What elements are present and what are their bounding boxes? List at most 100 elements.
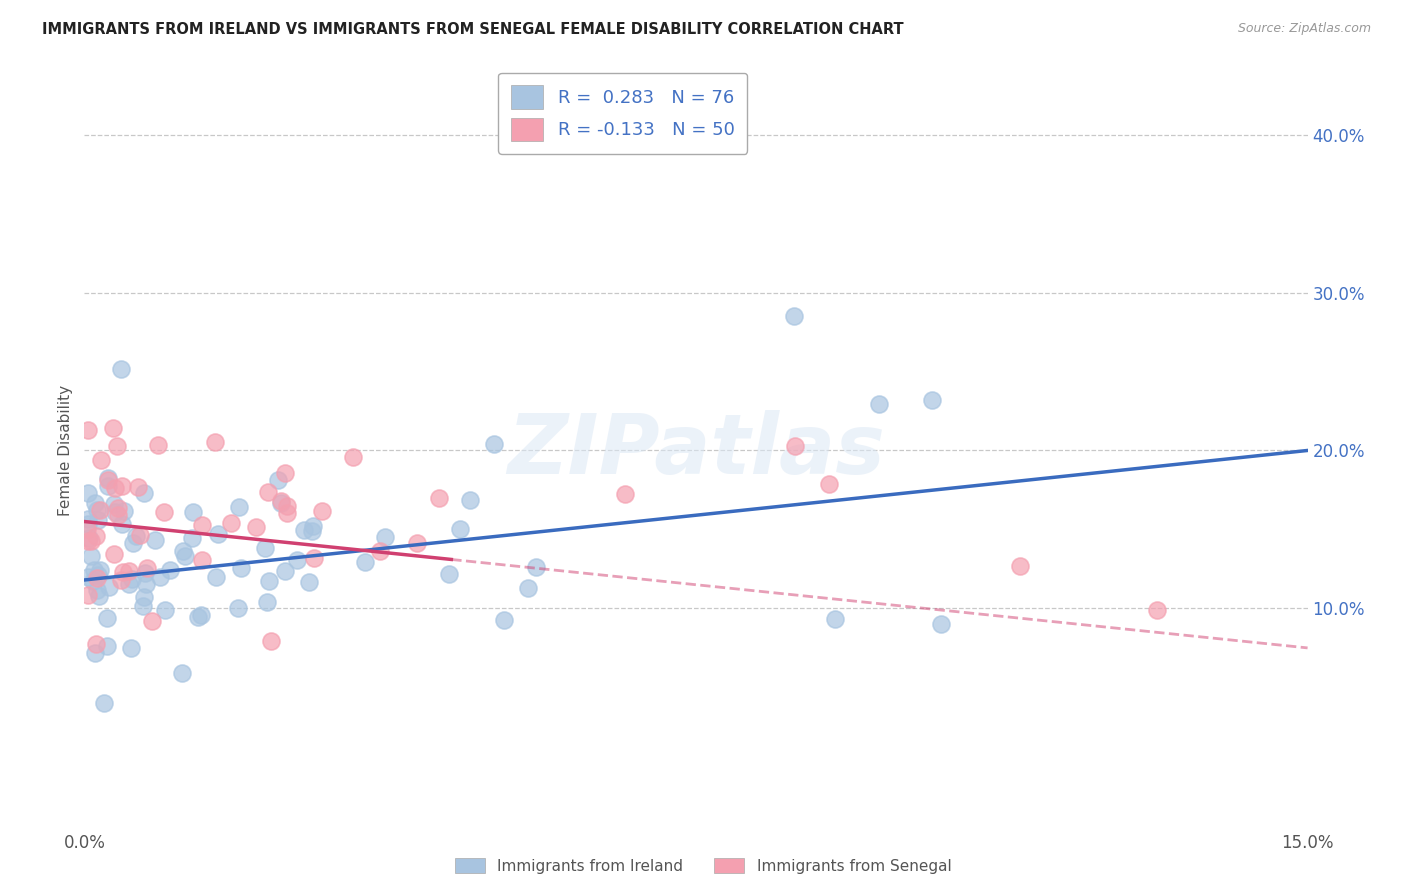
Point: [342, 450, 364, 464]
Point: [104, 505, 127, 519]
Point: [494, 613, 516, 627]
Point: [260, 634, 283, 648]
Point: [292, 523, 315, 537]
Point: [921, 392, 943, 407]
Point: [105, 439, 128, 453]
Point: [311, 504, 333, 518]
Point: [83, 562, 105, 576]
Point: [153, 506, 176, 520]
Text: ZIPatlas: ZIPatlas: [508, 410, 884, 491]
Point: [104, 481, 127, 495]
Point: [405, 536, 427, 550]
Point: [90, 453, 112, 467]
Point: [143, 533, 166, 547]
Point: [86, 571, 108, 585]
Point: [97, 580, 120, 594]
Point: [785, 439, 807, 453]
Point: [191, 517, 214, 532]
Point: [97, 478, 120, 492]
Point: [129, 527, 152, 541]
Point: [285, 553, 308, 567]
Point: [374, 530, 396, 544]
Point: [125, 528, 148, 542]
Point: [87, 589, 110, 603]
Point: [112, 504, 135, 518]
Point: [449, 522, 471, 536]
Point: [121, 641, 143, 656]
Point: [613, 487, 636, 501]
Point: [204, 570, 226, 584]
Point: [97, 471, 120, 485]
Point: [96, 640, 118, 654]
Point: [86, 568, 108, 582]
Point: [159, 563, 181, 577]
Point: [77, 531, 100, 545]
Point: [172, 544, 194, 558]
Point: [302, 550, 325, 565]
Point: [153, 603, 176, 617]
Point: [93, 696, 115, 710]
Point: [170, 666, 193, 681]
Point: [82, 574, 104, 588]
Point: [89, 563, 111, 577]
Point: [370, 543, 392, 558]
Point: [783, 309, 806, 323]
Point: [97, 473, 120, 487]
Point: [245, 520, 267, 534]
Point: [84, 495, 107, 509]
Point: [148, 570, 170, 584]
Point: [427, 491, 450, 505]
Point: [302, 519, 325, 533]
Point: [207, 526, 229, 541]
Point: [77, 516, 100, 531]
Point: [458, 492, 481, 507]
Point: [84, 646, 107, 660]
Legend: Immigrants from Ireland, Immigrants from Senegal: Immigrants from Ireland, Immigrants from…: [449, 852, 957, 880]
Point: [274, 564, 297, 578]
Point: [89, 502, 111, 516]
Point: [267, 474, 290, 488]
Point: [256, 595, 278, 609]
Point: [824, 612, 846, 626]
Point: [219, 516, 242, 530]
Point: [257, 485, 280, 500]
Point: [190, 607, 212, 622]
Point: [111, 517, 134, 532]
Point: [122, 535, 145, 549]
Point: [107, 508, 129, 522]
Point: [112, 566, 135, 580]
Point: [103, 547, 125, 561]
Point: [107, 500, 129, 515]
Point: [118, 564, 141, 578]
Point: [84, 529, 107, 543]
Point: [148, 438, 170, 452]
Point: [226, 601, 249, 615]
Point: [228, 500, 250, 514]
Point: [96, 610, 118, 624]
Point: [1146, 603, 1168, 617]
Point: [439, 567, 461, 582]
Point: [80, 534, 103, 549]
Point: [110, 573, 132, 587]
Point: [80, 549, 103, 564]
Point: [173, 549, 195, 563]
Point: [77, 570, 100, 584]
Y-axis label: Female Disability: Female Disability: [58, 384, 73, 516]
Point: [101, 421, 124, 435]
Point: [229, 560, 252, 574]
Point: [276, 499, 298, 513]
Point: [86, 502, 108, 516]
Point: [254, 541, 277, 556]
Point: [301, 524, 323, 538]
Point: [118, 576, 141, 591]
Point: [132, 590, 155, 604]
Point: [132, 599, 155, 614]
Point: [136, 560, 159, 574]
Point: [929, 617, 952, 632]
Point: [524, 559, 547, 574]
Point: [110, 362, 132, 376]
Point: [76, 522, 98, 536]
Point: [77, 533, 100, 548]
Point: [1008, 558, 1031, 573]
Point: [274, 467, 297, 481]
